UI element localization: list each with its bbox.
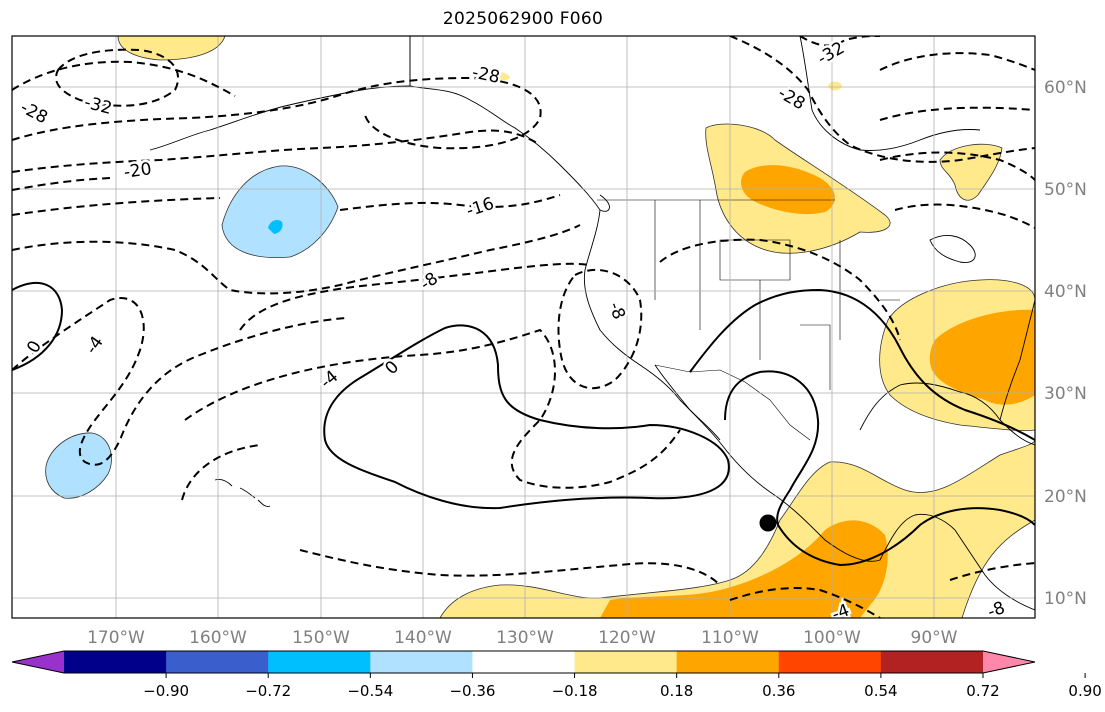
contour-minus-28-west (12, 60, 236, 97)
colorbar-tick-label: −0.90 (143, 682, 189, 700)
colorbar-extend-high (983, 651, 1035, 673)
positive-anomaly-area-hudson-small (828, 81, 842, 91)
colorbar-tick-label: −0.54 (347, 682, 393, 700)
contour-minus-8 (239, 262, 591, 331)
positive-anomaly-core-tropical-pacific (600, 520, 888, 618)
latitude-labels: 60°N 50°N 40°N 30°N 20°N 10°N (1044, 78, 1087, 609)
colorbar-extend-low (12, 651, 64, 673)
positive-anomaly-area-alaska-small (490, 71, 510, 81)
contour-minus-32-west (55, 48, 180, 107)
longitude-label: 150°W (292, 628, 350, 648)
longitude-label: 110°W (701, 628, 759, 648)
contour-minus-12-east (659, 238, 901, 341)
contour-minus-4-east (729, 562, 1035, 618)
contour-zero-central-pacific (323, 324, 730, 510)
contour-minus-20 (12, 129, 541, 173)
longitude-label: 130°W (496, 628, 554, 648)
map-frame (11, 35, 1036, 619)
colorbar-tick-label: 0.18 (660, 682, 693, 700)
border-state-lines (654, 200, 900, 390)
positive-anomaly-area-labrador (939, 143, 1003, 201)
colorbar-tick-label: 0.90 (1068, 682, 1101, 700)
contour-zero-mexico (724, 370, 1035, 567)
longitude-label: 120°W (598, 628, 656, 648)
colorbar-tick-label: −0.72 (245, 682, 291, 700)
contour-minus-20-loop (12, 177, 111, 191)
colorbar-segment (778, 651, 882, 673)
contour-minus-16-east (894, 203, 1035, 229)
contour-minus-16 (12, 194, 561, 216)
longitude-label: 90°W (911, 628, 958, 648)
colorbar-segment (880, 651, 984, 673)
contour-zero-west-pacific (12, 281, 64, 371)
contour-minus-8-south (181, 444, 721, 586)
negative-anomaly-area-south-west (45, 432, 112, 499)
contour-minus-28-east (729, 36, 1035, 163)
zero-contours (12, 281, 1035, 567)
colorbar-segment (472, 651, 576, 673)
contour-minus-20-east (879, 151, 1035, 181)
contour-zero-us (689, 288, 1035, 441)
colorbar-tick-label: −0.18 (552, 682, 598, 700)
coastline-baja (654, 364, 721, 441)
longitude-label: 140°W (394, 628, 452, 648)
colorbar-segment (268, 651, 371, 673)
colorbar-segment (574, 651, 678, 673)
coastline-central-america (954, 529, 1035, 611)
latitude-label: 50°N (1044, 180, 1087, 200)
colorbar-segment (64, 651, 167, 673)
coastline-hawaii (214, 479, 271, 507)
colorbar-tick-label: 0.36 (762, 682, 795, 700)
contour-minus-24 (12, 76, 542, 150)
longitude-label: 170°W (87, 628, 145, 648)
colorbar-tick-label: −0.36 (449, 682, 495, 700)
storm-position-marker (759, 514, 777, 532)
colorbar-outline (11, 650, 1036, 674)
map-title: 2025062900 F060 (442, 9, 604, 29)
graticule (12, 36, 1035, 618)
coastline-great-lakes (929, 234, 976, 263)
latitude-label: 20°N (1044, 487, 1087, 507)
contour-label: -20 (123, 159, 153, 183)
colorbar-tick-label: 0.54 (864, 682, 897, 700)
latitude-label: 30°N (1044, 384, 1087, 404)
colorbar: −0.90 −0.72 −0.54 −0.36 −0.18 0.18 0.36 0.54 0.7… (11, 650, 1102, 700)
latitude-label: 60°N (1044, 78, 1087, 98)
contour-minus-24-east (879, 52, 1035, 121)
colorbar-segment (676, 651, 780, 673)
contour-minus-8-loop (557, 268, 643, 390)
negative-contours (12, 36, 1035, 618)
contour-minus-4 (12, 297, 346, 466)
contour-minus-4-south (184, 328, 681, 489)
colorbar-segment (166, 651, 269, 673)
contour-minus-32-east (799, 36, 881, 47)
coastline-gulf-coast (859, 382, 1035, 446)
coastline-west-coast (583, 209, 771, 493)
positive-anomaly-area-bering (117, 36, 226, 61)
longitude-label: 100°W (803, 628, 861, 648)
coastline-aleutians (149, 85, 411, 151)
coastline-mexico-gulf (769, 491, 956, 562)
latitude-label: 40°N (1044, 282, 1087, 302)
colorbar-segment (370, 651, 473, 673)
longitude-labels: 170°W 160°W 150°W 140°W 130°W 120°W 110°… (87, 628, 958, 648)
longitude-label: 160°W (189, 628, 247, 648)
contour-minus-12 (12, 224, 581, 295)
positive-anomaly-core-southeast-us (929, 309, 1035, 405)
colorbar-tick-label: 0.72 (966, 682, 999, 700)
coastline-east-coast (999, 299, 1035, 421)
positive-anomaly-core-canada (740, 165, 835, 215)
negative-anomaly-core (268, 220, 283, 234)
latitude-label: 10°N (1044, 589, 1087, 609)
